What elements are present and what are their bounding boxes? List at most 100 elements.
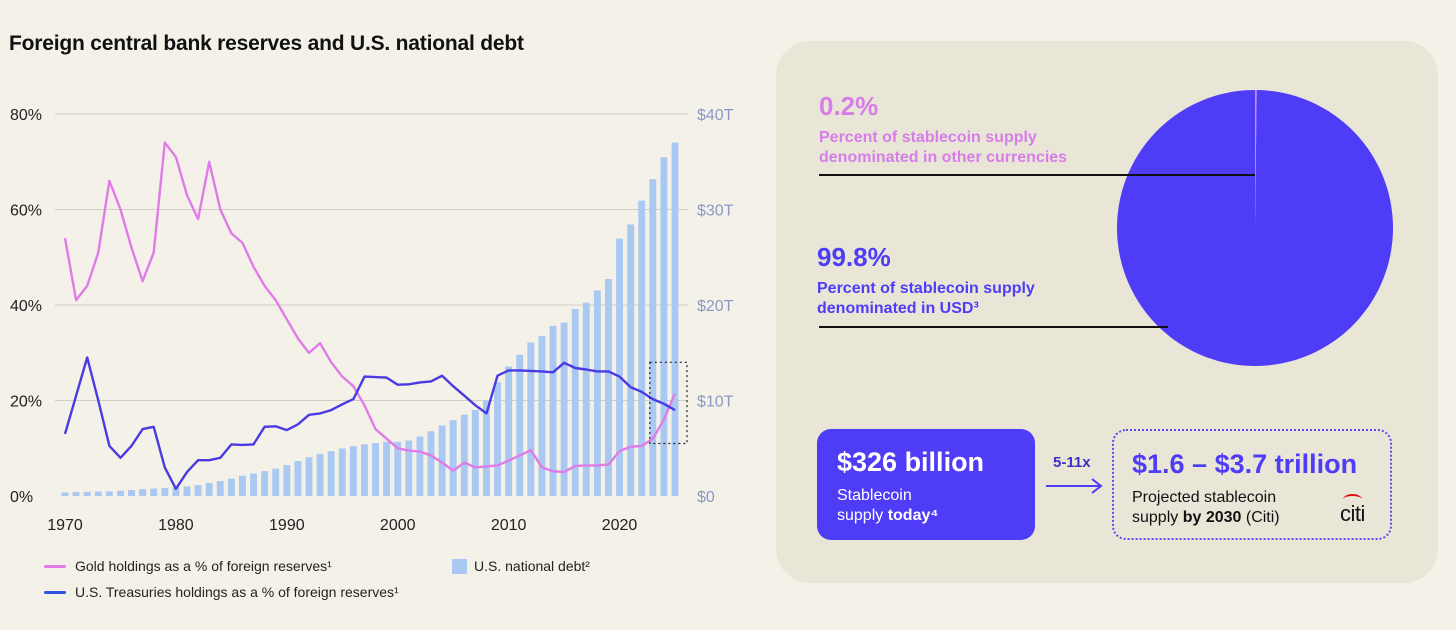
stat-other-desc-line1: Percent of stablecoin supply — [819, 129, 1037, 146]
debt-bar — [427, 431, 435, 496]
debt-bar — [327, 451, 335, 496]
debt-bar — [161, 488, 169, 496]
debt-bar — [538, 336, 546, 496]
debt-bar — [94, 491, 102, 496]
debt-bar — [183, 486, 191, 496]
legend-gold: Gold holdings as a % of foreign reserves… — [44, 558, 332, 574]
debt-bar — [605, 279, 612, 496]
stat-usd-pct: 99.8% — [817, 242, 891, 272]
stat-usd-desc: Percent of stablecoin supply denominated… — [817, 279, 1035, 319]
y-left-tick-label: 20% — [10, 394, 42, 411]
citi-logo-arc — [1343, 494, 1362, 505]
debt-bar — [83, 491, 91, 496]
x-tick-label: 1990 — [269, 517, 305, 534]
debt-bar — [582, 302, 590, 496]
stat-other-pct: 0.2% — [819, 91, 879, 121]
y-right-tick-label: $40T — [697, 107, 734, 124]
debt-bar — [283, 465, 291, 496]
stat-other-desc-line2: denominated in other currencies — [819, 149, 1068, 166]
supply-2030-line1: Projected stablecoin — [1132, 489, 1277, 506]
debt-bar — [272, 468, 280, 496]
stat-other-desc: Percent of stablecoin supply denominated… — [819, 128, 1067, 168]
leader-line-usd — [819, 326, 1168, 328]
debt-bar — [494, 382, 501, 496]
debt-bar — [61, 492, 69, 496]
supply-today-desc: Stablecoin supply today⁴ — [837, 486, 938, 526]
x-tick-label: 2010 — [491, 517, 527, 534]
supply-2030-card: $1.6 – $3.7 trillion Projected stablecoi… — [1112, 429, 1392, 540]
debt-bar — [627, 224, 635, 496]
debt-bar — [250, 473, 257, 496]
supply-today-line2-prefix: supply — [837, 507, 888, 524]
treasuries-holdings-line — [63, 356, 676, 490]
x-tick-label: 1980 — [158, 517, 194, 534]
supply-today-line2-bold: today⁴ — [887, 507, 939, 524]
debt-bar — [505, 366, 513, 496]
debt-bar — [449, 420, 457, 496]
gold-holdings-line — [63, 141, 677, 474]
debt-bar — [660, 157, 668, 496]
debt-bar — [105, 491, 113, 496]
x-tick-label: 2000 — [380, 517, 416, 534]
debt-bar — [438, 425, 446, 496]
debt-bar — [383, 441, 391, 496]
supply-2030-line2-prefix: supply — [1132, 509, 1183, 526]
stat-usd-desc-line2: denominated in USD³ — [817, 300, 979, 317]
y-right-tick-label: $20T — [697, 298, 734, 315]
debt-bar — [394, 441, 402, 496]
debt-bar — [471, 409, 479, 496]
debt-bar — [593, 290, 601, 496]
debt-bar — [128, 489, 135, 496]
y-right-tick-label: $0 — [697, 489, 715, 506]
debt-bar — [227, 478, 235, 496]
legend-treasuries: U.S. Treasuries holdings as a % of forei… — [44, 584, 399, 600]
y-left-tick-label: 60% — [10, 203, 42, 220]
y-left-tick-label: 80% — [10, 107, 42, 124]
y-right-tick-label: $30T — [697, 203, 734, 220]
debt-bar — [205, 482, 213, 496]
x-tick-label: 2020 — [602, 517, 638, 534]
debt-bar — [338, 448, 346, 496]
y-right-tick-label: $10T — [697, 394, 734, 411]
debt-bar — [139, 489, 147, 496]
debt-bar — [372, 443, 379, 496]
debt-bar — [261, 471, 269, 496]
debt-bar — [616, 238, 623, 496]
debt-bar — [361, 444, 368, 496]
supply-today-line1: Stablecoin — [837, 487, 912, 504]
debt-bar — [483, 400, 490, 496]
debt-bar — [549, 325, 557, 496]
debt-bar — [72, 492, 80, 496]
debt-bar — [349, 446, 357, 496]
legend-debt: U.S. national debt² — [452, 558, 590, 574]
debt-bar — [405, 440, 413, 496]
debt-bar — [216, 481, 224, 496]
debt-bar — [239, 475, 246, 496]
supply-today-card: $326 billion Stablecoin supply today⁴ — [817, 429, 1035, 540]
legend-treasuries-swatch — [44, 590, 66, 594]
y-left-tick-label: 40% — [10, 298, 42, 315]
chart-title: Foreign central bank reserves and U.S. n… — [9, 32, 524, 55]
supply-2030-desc: Projected stablecoin supply by 2030 (Cit… — [1132, 488, 1280, 528]
debt-bar — [150, 488, 158, 496]
supply-2030-line2-suffix: (Citi) — [1241, 509, 1280, 526]
debt-bar — [117, 490, 124, 496]
debt-bar — [416, 436, 424, 496]
pie-slice-usd — [1117, 90, 1393, 367]
citi-logo: citi — [1340, 501, 1365, 526]
multiplier-label: 5-11x — [1053, 454, 1091, 471]
legend-debt-swatch — [452, 558, 467, 574]
debt-bar — [649, 179, 657, 496]
debt-bar — [638, 200, 646, 496]
debt-bar — [305, 457, 313, 496]
arrow-right-icon — [1046, 478, 1103, 494]
debt-bar — [571, 309, 579, 496]
legend-gold-label: Gold holdings as a % of foreign reserves… — [75, 558, 332, 574]
debt-bar — [527, 342, 535, 496]
legend-gold-swatch — [44, 564, 66, 568]
debt-bar — [172, 487, 180, 496]
stat-usd-desc-line1: Percent of stablecoin supply — [817, 280, 1035, 297]
debt-bar — [671, 142, 679, 496]
leader-line-other — [819, 174, 1255, 176]
y-left-tick-label: 0% — [10, 489, 33, 506]
